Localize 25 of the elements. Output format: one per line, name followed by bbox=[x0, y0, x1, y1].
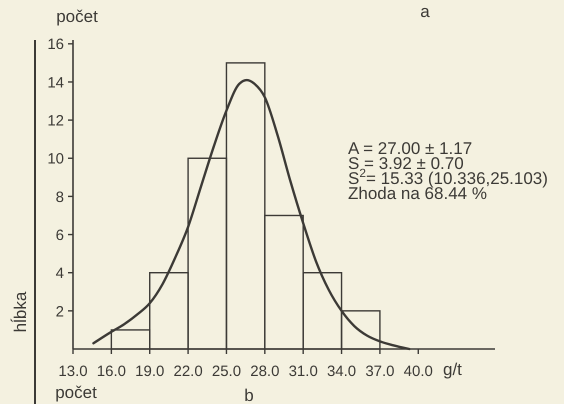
text: b bbox=[244, 386, 254, 404]
x-tick-label: 40.0 bbox=[404, 363, 433, 380]
y-tick-label: 10 bbox=[47, 150, 64, 168]
text: hĺbka bbox=[10, 291, 30, 332]
y-tick-label: 2 bbox=[56, 303, 64, 320]
x-tick-label: 31.0 bbox=[288, 363, 318, 380]
y-tick-label: 12 bbox=[47, 112, 64, 130]
x-tick-label: 16.0 bbox=[96, 363, 126, 380]
x-tick-label: 19.0 bbox=[135, 363, 164, 380]
x-tick-label: 13.0 bbox=[58, 363, 88, 380]
x-tick-label: 28.0 bbox=[250, 363, 280, 380]
x-tick-label: 25.0 bbox=[212, 363, 242, 380]
text: počet bbox=[55, 383, 98, 402]
x-tick-label: 37.0 bbox=[365, 363, 395, 380]
y-tick-label: 14 bbox=[47, 74, 64, 92]
y-tick-label: 6 bbox=[56, 226, 64, 244]
x-tick-label: 34.0 bbox=[326, 363, 356, 380]
y-tick-label: 8 bbox=[56, 188, 64, 206]
chart-title: a bbox=[420, 2, 430, 21]
y-axis-title: počet bbox=[56, 7, 98, 26]
x-tick-label: 22.0 bbox=[173, 363, 203, 380]
y-tick-label: 16 bbox=[47, 36, 64, 54]
annotation: A = 27.00 ± 1.17 bbox=[348, 139, 472, 158]
y-tick-label: 4 bbox=[56, 265, 64, 282]
x-axis-title: g/t bbox=[443, 360, 462, 379]
